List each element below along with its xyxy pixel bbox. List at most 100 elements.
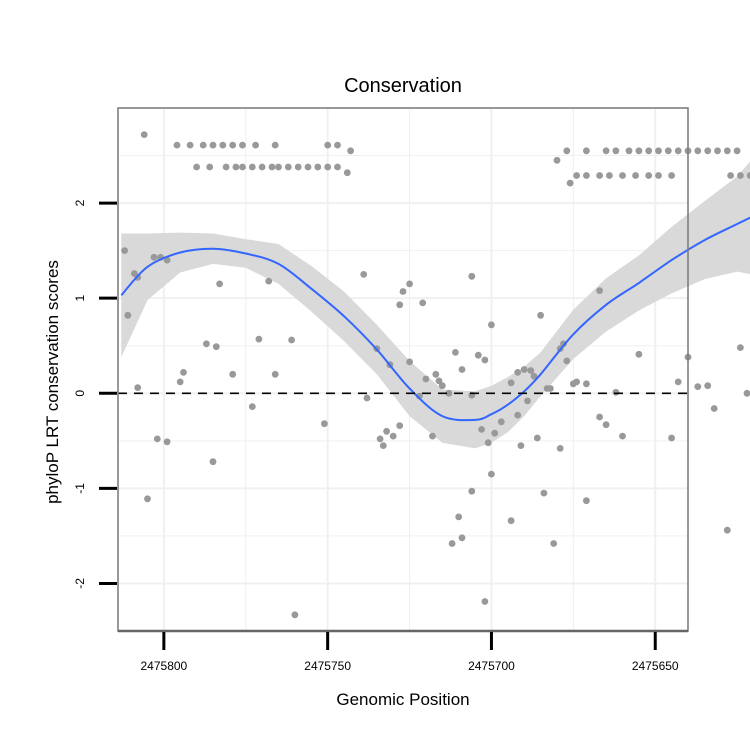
data-point bbox=[743, 389, 750, 397]
data-point bbox=[448, 540, 456, 547]
data-point bbox=[514, 369, 522, 376]
scatter-points bbox=[121, 131, 750, 619]
data-point bbox=[491, 429, 499, 437]
chart-title: Conservation bbox=[344, 75, 462, 97]
data-point bbox=[704, 147, 712, 155]
data-point bbox=[583, 172, 590, 179]
data-point bbox=[619, 432, 626, 440]
data-point bbox=[704, 382, 712, 390]
data-point bbox=[484, 439, 492, 447]
data-point bbox=[124, 311, 132, 319]
data-point bbox=[497, 418, 505, 426]
data-point bbox=[714, 147, 721, 155]
data-point bbox=[239, 141, 246, 149]
data-point bbox=[186, 141, 194, 149]
data-point bbox=[419, 299, 427, 307]
data-point bbox=[694, 147, 702, 155]
data-point bbox=[674, 147, 682, 155]
data-point bbox=[710, 405, 718, 412]
data-point bbox=[324, 163, 332, 171]
data-point bbox=[573, 172, 580, 179]
data-point bbox=[268, 163, 276, 171]
data-point bbox=[488, 321, 495, 329]
x-axis-label: Genomic Position bbox=[336, 690, 469, 709]
data-point bbox=[694, 383, 702, 390]
data-point bbox=[458, 534, 466, 542]
data-point bbox=[583, 380, 590, 388]
data-point bbox=[514, 411, 522, 419]
data-point bbox=[488, 470, 495, 478]
data-point bbox=[645, 147, 653, 155]
x-tick-label: 2475800 bbox=[141, 659, 188, 673]
data-point bbox=[265, 277, 273, 285]
data-point bbox=[193, 163, 201, 171]
data-point bbox=[612, 388, 620, 396]
data-point bbox=[396, 301, 404, 309]
data-point bbox=[612, 147, 620, 155]
x-tick-label: 2475750 bbox=[304, 659, 351, 673]
data-point bbox=[452, 349, 459, 356]
data-point bbox=[573, 378, 580, 386]
data-point bbox=[255, 335, 263, 343]
data-point bbox=[655, 147, 662, 155]
data-point bbox=[520, 366, 528, 373]
data-point bbox=[481, 598, 489, 605]
data-point bbox=[668, 434, 675, 442]
data-point bbox=[343, 169, 351, 177]
data-point bbox=[468, 272, 476, 280]
data-point bbox=[474, 351, 482, 359]
data-point bbox=[674, 378, 682, 386]
data-point bbox=[556, 445, 564, 452]
data-point bbox=[275, 163, 282, 171]
data-point bbox=[252, 141, 259, 149]
data-point bbox=[150, 253, 158, 261]
y-axis-label: phyloP LRT conservation scores bbox=[43, 260, 62, 504]
data-point bbox=[219, 141, 227, 149]
data-point bbox=[625, 147, 633, 155]
data-point bbox=[723, 147, 731, 155]
x-tick-label: 2475700 bbox=[468, 659, 515, 673]
data-point bbox=[524, 397, 531, 405]
data-point bbox=[664, 147, 672, 155]
data-point bbox=[547, 385, 554, 392]
data-point bbox=[635, 147, 643, 155]
grid bbox=[118, 108, 688, 632]
data-point bbox=[602, 421, 610, 429]
data-point bbox=[248, 403, 256, 410]
y-tick-label: -1 bbox=[73, 483, 87, 494]
data-point bbox=[602, 147, 610, 155]
data-point bbox=[507, 517, 515, 525]
data-point bbox=[294, 163, 302, 171]
data-point bbox=[360, 271, 368, 278]
data-point bbox=[271, 141, 279, 149]
data-point bbox=[258, 163, 266, 171]
data-point bbox=[619, 172, 626, 179]
data-point bbox=[291, 611, 299, 619]
data-point bbox=[435, 377, 443, 385]
data-point bbox=[304, 163, 312, 171]
data-point bbox=[458, 366, 466, 373]
data-point bbox=[396, 422, 404, 429]
data-point bbox=[334, 141, 341, 149]
data-point bbox=[376, 435, 384, 443]
data-point bbox=[537, 311, 544, 319]
data-point bbox=[153, 435, 161, 443]
data-point bbox=[321, 420, 328, 428]
data-point bbox=[746, 172, 750, 179]
data-point bbox=[737, 344, 744, 351]
data-point bbox=[723, 526, 731, 534]
data-point bbox=[481, 356, 489, 364]
data-point bbox=[455, 513, 463, 521]
y-tick-label: 1 bbox=[73, 295, 87, 302]
data-point bbox=[389, 432, 397, 440]
data-point bbox=[445, 389, 453, 397]
data-point bbox=[596, 287, 603, 294]
data-point bbox=[212, 343, 220, 351]
data-point bbox=[180, 369, 187, 376]
data-point bbox=[134, 384, 142, 391]
data-point bbox=[583, 147, 590, 155]
data-point bbox=[363, 394, 371, 402]
data-point bbox=[314, 163, 322, 171]
y-tick-label: -2 bbox=[73, 578, 87, 589]
